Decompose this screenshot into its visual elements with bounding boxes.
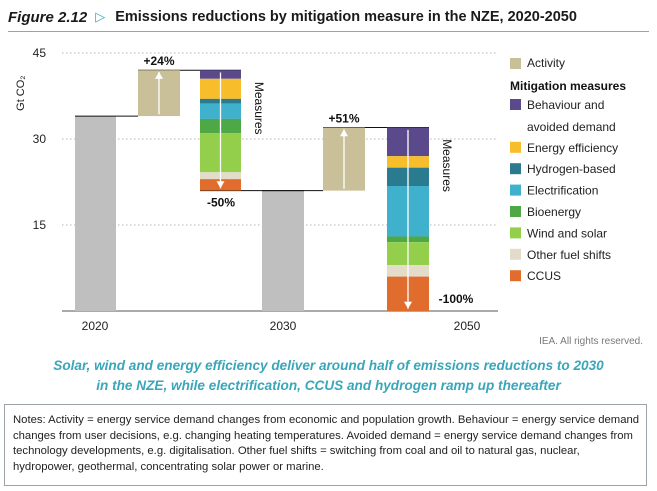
activity-change-label: +24% [143,54,174,68]
y-tick-label: 30 [33,132,47,146]
x-tick-label: 2030 [270,319,297,333]
activity-arrow-head [340,129,348,137]
figure-caption: Solar, wind and energy efficiency delive… [8,356,649,396]
total-bar-2030 [262,190,304,311]
legend-label: Hydrogen-based [527,162,616,176]
figure-title: Emissions reductions by mitigation measu… [115,9,577,25]
legend-swatch [510,248,521,260]
legend-label: avoided demand [527,120,616,134]
legend-heading: Mitigation measures [510,79,626,93]
legend-label: Behaviour and [527,98,604,112]
y-tick-label: 15 [33,218,47,232]
figure-notes: Notes: Activity = energy service demand … [4,404,647,486]
header-divider [8,31,649,32]
legend-label: Energy efficiency [527,141,618,155]
legend-swatch [510,141,521,153]
legend-label: Electrification [527,184,598,198]
legend-swatch [510,184,521,196]
legend-label: Wind and solar [527,226,607,240]
legend-swatch [510,206,521,217]
activity-arrow-head [155,71,163,79]
activity-change-label: +51% [328,112,359,126]
x-tick-label: 2050 [454,319,481,333]
x-tick-label: 2020 [82,319,109,333]
waterfall-chart: 15 30 45 Gt CO₂ 2020 2030 2050 +24% +51% Measures… [15,46,626,333]
mitigation-change-label: -50% [207,196,235,210]
y-tick-label: 45 [33,46,47,60]
mitigation-change-label: -100% [439,292,474,306]
legend-label: Bioenergy [527,205,581,219]
measures-axis-label: Measures [252,82,266,135]
legend-swatch [510,99,521,110]
mitigation-arrow-head [216,181,225,189]
legend-swatch [510,163,521,175]
figure-label: Figure 2.12 [8,8,88,26]
measures-axis-label: Measures [440,139,454,192]
total-bar-2020 [75,116,116,311]
legend-swatch-activity [510,58,521,69]
legend-label: CCUS [527,269,561,283]
legend-label-activity: Activity [527,56,565,70]
caption-line-1: Solar, wind and energy efficiency delive… [53,358,604,373]
triangle-arrow-icon: ▷ [95,9,106,24]
legend-swatch [510,270,521,282]
rights-notice: IEA. All rights reserved. [539,336,643,347]
mitigation-arrow-head [404,301,412,309]
figure-header: Figure 2.12 ▷ Emissions reductions by mi… [8,4,648,30]
legend-label: Other fuel shifts [527,248,611,262]
caption-line-2: in the NZE, while electrification, CCUS … [96,378,561,393]
y-axis-label: Gt CO₂ [15,75,27,110]
legend-swatch [510,227,521,239]
